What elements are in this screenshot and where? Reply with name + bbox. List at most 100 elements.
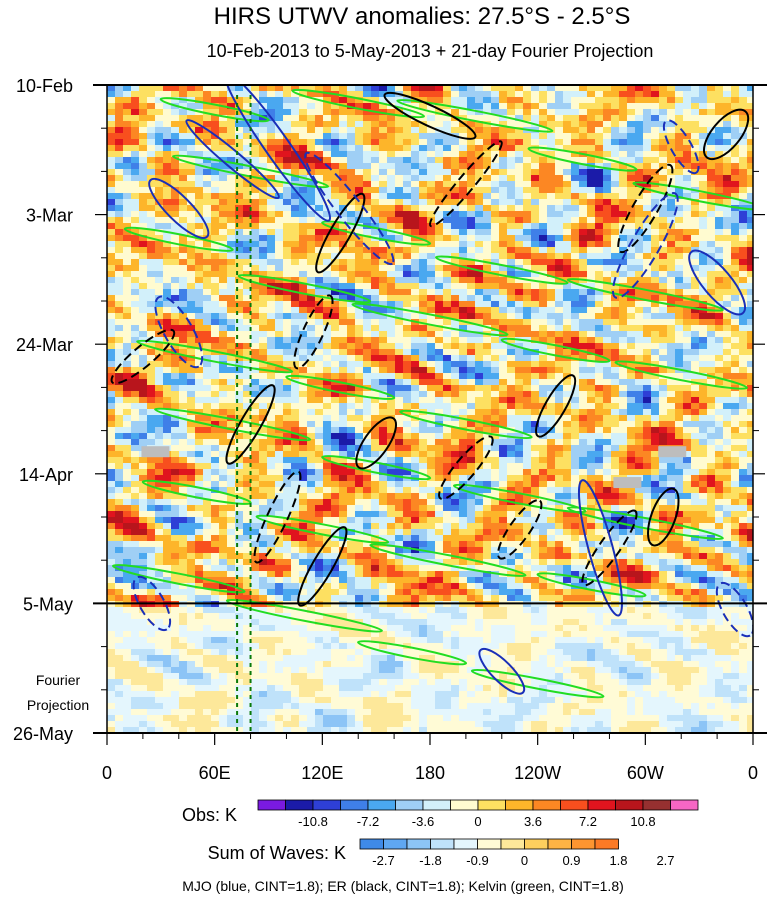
field-cell xyxy=(219,307,228,314)
field-cell xyxy=(403,301,412,308)
field-cell xyxy=(243,451,252,458)
field-cell xyxy=(579,97,588,104)
field-cell xyxy=(579,163,588,170)
field-cell xyxy=(291,85,300,92)
field-cell xyxy=(451,355,460,362)
field-cell xyxy=(555,223,564,230)
field-cell xyxy=(171,259,180,266)
field-cell xyxy=(499,361,508,368)
field-cell xyxy=(675,415,684,422)
field-cell xyxy=(243,229,252,236)
field-cell xyxy=(491,361,500,368)
field-cell xyxy=(115,403,124,410)
field-cell xyxy=(203,181,212,188)
field-cell xyxy=(171,397,180,404)
field-cell xyxy=(499,97,508,104)
field-cell xyxy=(667,385,676,392)
field-cell xyxy=(275,307,284,314)
field-cell xyxy=(379,175,388,182)
field-cell xyxy=(211,223,220,230)
field-cell xyxy=(251,145,260,152)
field-cell xyxy=(651,445,660,452)
field-cell xyxy=(531,439,540,446)
field-cell xyxy=(683,247,692,254)
field-cell xyxy=(339,163,348,170)
field-cell xyxy=(427,391,436,398)
field-cell xyxy=(531,349,540,356)
field-cell xyxy=(347,325,356,332)
field-cell xyxy=(411,355,420,362)
field-cell xyxy=(235,241,244,248)
field-cell xyxy=(107,301,116,308)
field-cell xyxy=(259,319,268,326)
field-cell xyxy=(683,349,692,356)
field-cell xyxy=(147,307,156,314)
field-cell xyxy=(515,289,524,296)
field-cell xyxy=(571,103,580,110)
field-cell xyxy=(115,295,124,302)
field-cell xyxy=(531,115,540,122)
field-cell xyxy=(715,175,724,182)
field-cell xyxy=(715,85,724,92)
field-cell xyxy=(667,205,676,212)
field-cell xyxy=(443,91,452,98)
field-cell xyxy=(483,163,492,170)
field-cell xyxy=(371,427,380,434)
field-cell xyxy=(459,157,468,164)
field-cell xyxy=(443,409,452,416)
field-cell xyxy=(667,367,676,374)
field-cell xyxy=(147,127,156,134)
field-cell xyxy=(643,373,652,380)
field-cell xyxy=(283,229,292,236)
field-cell xyxy=(723,235,732,242)
field-cell xyxy=(155,421,164,428)
field-cell xyxy=(299,337,308,344)
field-cell xyxy=(491,193,500,200)
field-cell xyxy=(595,301,604,308)
field-cell xyxy=(547,253,556,260)
field-cell xyxy=(251,139,260,146)
field-cell xyxy=(651,163,660,170)
field-cell xyxy=(699,355,708,362)
field-cell xyxy=(203,157,212,164)
field-cell xyxy=(115,199,124,206)
field-cell xyxy=(691,427,700,434)
field-cell xyxy=(291,127,300,134)
field-cell xyxy=(115,103,124,110)
field-cell xyxy=(259,139,268,146)
field-cell xyxy=(395,349,404,356)
field-cell xyxy=(307,97,316,104)
field-cell xyxy=(451,307,460,314)
field-cell xyxy=(299,223,308,230)
field-cell xyxy=(243,151,252,158)
field-cell xyxy=(171,277,180,284)
field-cell xyxy=(603,223,612,230)
field-cell xyxy=(339,385,348,392)
field-cell xyxy=(195,133,204,140)
field-cell xyxy=(339,343,348,350)
field-cell xyxy=(507,325,516,332)
field-cell xyxy=(307,379,316,386)
field-cell xyxy=(659,265,668,272)
field-cell xyxy=(267,445,276,452)
field-cell xyxy=(675,115,684,122)
field-cell xyxy=(611,115,620,122)
field-cell xyxy=(627,331,636,338)
field-cell xyxy=(491,169,500,176)
field-cell xyxy=(371,187,380,194)
field-cell xyxy=(731,349,740,356)
field-cell xyxy=(547,349,556,356)
field-cell xyxy=(539,139,548,146)
field-cell xyxy=(411,271,420,278)
field-cell xyxy=(507,193,516,200)
field-cell xyxy=(339,253,348,260)
field-cell xyxy=(715,331,724,338)
field-cell xyxy=(355,151,364,158)
field-cell xyxy=(171,433,180,440)
field-cell xyxy=(131,379,140,386)
field-cell xyxy=(155,91,164,98)
field-cell xyxy=(259,331,268,338)
field-cell xyxy=(619,433,628,440)
field-cell xyxy=(443,355,452,362)
field-cell xyxy=(395,103,404,110)
